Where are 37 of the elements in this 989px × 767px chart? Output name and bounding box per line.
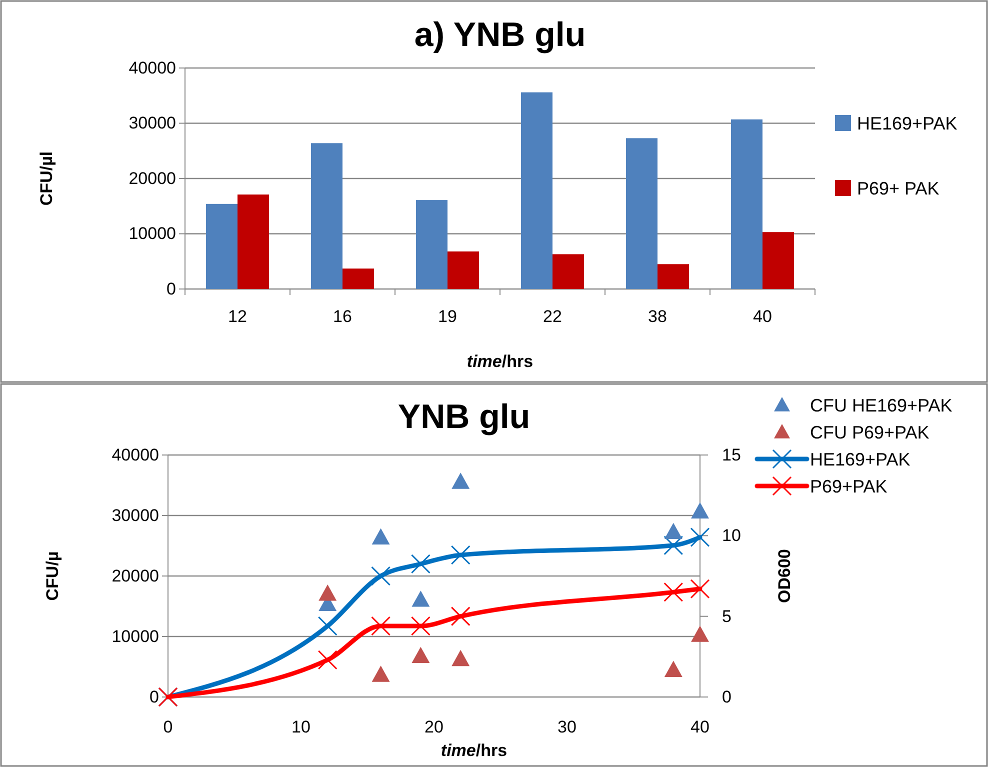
x-tick-label: 22: [543, 306, 562, 326]
y-tick-label: 10000: [128, 224, 176, 244]
y2-tick-label: 5: [722, 606, 732, 626]
y2-tick-label: 0: [722, 687, 732, 706]
y-tick-label: 40000: [112, 445, 159, 464]
chart-title: a) YNB glu: [414, 16, 586, 54]
legend-label: HE169+PAK: [810, 449, 910, 470]
y-tick-label: 20000: [128, 168, 176, 188]
y2-tick-label: 10: [722, 526, 741, 546]
y-tick-label: 20000: [112, 566, 159, 586]
y-tick-label: 40000: [128, 58, 176, 78]
x-tick-label: 16: [333, 306, 352, 326]
y-tick-label: 30000: [112, 506, 159, 525]
y-axis-title: CFU/µ: [43, 551, 62, 601]
x-tick-label: 10: [292, 717, 310, 736]
x-tick-label: 40: [753, 306, 772, 326]
x-axis-title: time/hrs: [466, 352, 534, 371]
chart-title: YNB glu: [398, 398, 530, 436]
y-tick-label: 10000: [112, 626, 159, 646]
legend-label: CFU P69+PAK: [810, 422, 930, 442]
x-axis-title: time/hrs: [440, 741, 508, 760]
y2-axis-title: OD600: [775, 549, 794, 603]
x-tick-label: 12: [228, 306, 247, 326]
x-tick-label: 30: [558, 717, 576, 736]
legend-label: CFU HE169+PAK: [810, 395, 952, 416]
y-tick-label: 0: [166, 279, 176, 298]
legend-label: HE169+PAK: [857, 113, 958, 134]
y-axis-title: CFU/µl: [37, 151, 56, 206]
x-tick-label: 19: [438, 306, 457, 326]
legend-label: P69+ PAK: [857, 178, 940, 198]
y-tick-label: 0: [150, 687, 159, 706]
y2-tick-label: 15: [722, 445, 741, 464]
x-tick-label: 20: [424, 717, 444, 736]
x-tick-label: 40: [690, 717, 710, 736]
legend-label: P69+PAK: [810, 476, 888, 496]
y-tick-label: 30000: [128, 114, 176, 133]
x-tick-label: 38: [648, 306, 667, 326]
